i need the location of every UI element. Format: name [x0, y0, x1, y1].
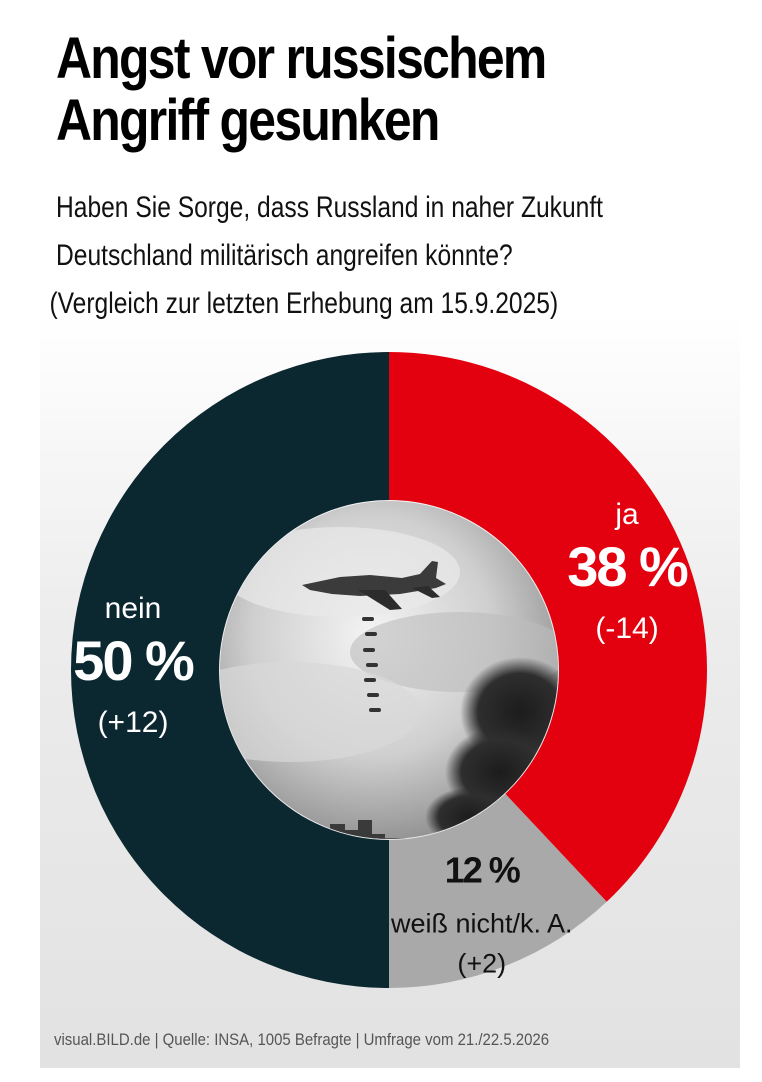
slice-weiss-nicht [389, 793, 607, 988]
question-line-2: Deutschland militärisch angreifen könnte… [56, 239, 513, 272]
slice-nein-change-label: (+12) [98, 706, 169, 739]
source-footer: visual.BILD.de | Quelle: INSA, 1005 Befr… [54, 1030, 550, 1049]
slice-weiss-nicht-value-label: 12 % [445, 849, 521, 890]
slice-nein [71, 352, 389, 988]
slice-weiss-nicht-category-label: weiß nicht/k. A. [390, 908, 573, 938]
slice-ja-change-label: (-14) [595, 612, 658, 645]
slice-weiss-nicht-change-label: (+2) [457, 948, 506, 978]
headline-line-2: Angriff gesunken [56, 88, 440, 153]
center-photo [220, 501, 558, 839]
slice-ja-value-label: 38 % [567, 535, 688, 598]
cloud-1 [220, 527, 460, 617]
jet-icon [302, 561, 446, 610]
donut-chart: ja 38 % (-14) 12 % weiß nicht/k. A. (+2) nein 5… [71, 352, 707, 988]
slice-ja-category-label: ja [614, 498, 639, 531]
slice-ja [389, 352, 707, 902]
donut-slices [71, 352, 707, 988]
question-line-1: Haben Sie Sorge, dass Russland in naher … [56, 191, 603, 224]
ground-strip [220, 838, 558, 839]
headline-line-1: Angst vor russischem [56, 26, 547, 91]
slice-nein-value-label: 50 % [73, 629, 194, 692]
question: Haben Sie Sorge, dass Russland in naher … [49, 184, 679, 328]
comparison-note: (Vergleich zur letzten Erhebung am 15.9.… [49, 287, 559, 320]
slice-nein-category-label: nein [105, 592, 162, 625]
headline: Angst vor russischem Angriff gesunken [56, 28, 641, 152]
slice-labels: ja 38 % (-14) 12 % weiß nicht/k. A. (+2) nein 5… [73, 498, 690, 979]
falling-bombs [362, 617, 381, 712]
infographic-card: Angst vor russischem Angriff gesunken Ha… [40, 12, 740, 1068]
